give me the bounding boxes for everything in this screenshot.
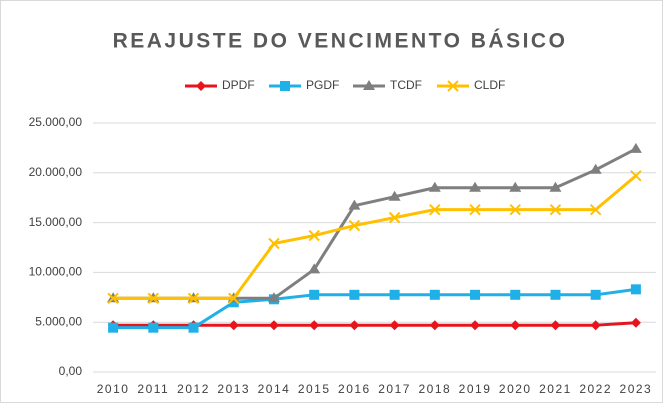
data-point — [147, 292, 160, 305]
legend-marker — [363, 80, 375, 90]
data-point — [388, 211, 401, 224]
y-tick-label: 25.000,00 — [29, 115, 83, 129]
data-point — [308, 263, 321, 274]
x-tick-label: 2011 — [137, 382, 169, 396]
data-point — [228, 320, 239, 331]
data-point — [228, 292, 240, 305]
data-point — [510, 320, 521, 331]
data-point — [389, 289, 400, 300]
data-point — [389, 320, 400, 331]
y-tick-label: 0,00 — [59, 364, 83, 378]
data-point — [348, 219, 361, 232]
data-point — [107, 292, 119, 305]
data-point — [188, 322, 199, 333]
series-line — [113, 287, 637, 330]
y-tick-label: 15.000,00 — [29, 215, 83, 229]
data-point — [108, 322, 119, 333]
x-tick-label: 2012 — [177, 382, 210, 396]
data-point — [349, 289, 360, 300]
data-point — [429, 320, 440, 331]
chart-title: REAJUSTE DO VENCIMENTO BÁSICO — [113, 30, 568, 53]
data-point — [267, 292, 280, 303]
data-point — [470, 320, 481, 331]
x-tick-label: 2020 — [499, 382, 532, 396]
y-tick-label: 5.000,00 — [35, 314, 82, 328]
data-point — [589, 163, 602, 174]
legend-marker — [447, 80, 459, 92]
data-point — [469, 203, 481, 216]
x-tick-label: 2022 — [579, 382, 612, 396]
data-point — [509, 181, 522, 192]
y-tick-label: 10.000,00 — [29, 265, 83, 279]
x-tick-label: 2019 — [459, 382, 492, 396]
legend-label: TCDF — [390, 78, 422, 92]
data-point — [509, 203, 521, 216]
data-point — [549, 203, 562, 216]
data-point — [309, 320, 320, 331]
legend-label: DPDF — [222, 78, 255, 92]
data-point — [428, 181, 441, 192]
x-tick-label: 2013 — [217, 382, 250, 396]
x-tick-label: 2017 — [378, 382, 411, 396]
data-point — [187, 292, 200, 305]
data-point — [429, 289, 440, 300]
data-point — [348, 199, 361, 210]
data-point — [590, 320, 601, 331]
data-point — [549, 181, 562, 192]
data-point — [148, 322, 159, 333]
legend-label: PGDF — [306, 78, 339, 92]
data-point — [309, 289, 320, 300]
data-point — [388, 190, 401, 201]
data-point — [629, 142, 642, 153]
data-point — [470, 289, 481, 300]
x-tick-label: 2010 — [97, 382, 130, 396]
data-point — [630, 317, 641, 328]
data-point — [550, 289, 561, 300]
data-point — [469, 181, 482, 192]
legend-marker — [280, 81, 290, 91]
data-point — [268, 320, 279, 331]
data-point — [268, 237, 280, 250]
data-point — [349, 320, 360, 331]
x-tick-label: 2021 — [539, 382, 572, 396]
data-point — [630, 284, 641, 295]
data-point — [308, 229, 320, 242]
x-tick-label: 2014 — [258, 382, 291, 396]
data-point — [510, 289, 521, 300]
legend-label: CLDF — [474, 78, 505, 92]
data-point — [429, 203, 441, 216]
x-tick-label: 2015 — [298, 382, 331, 396]
data-point — [630, 170, 642, 182]
data-point — [589, 203, 602, 216]
x-tick-label: 2018 — [418, 382, 451, 396]
series-line — [113, 174, 637, 300]
x-tick-label: 2016 — [338, 382, 371, 396]
y-tick-label: 20.000,00 — [29, 165, 83, 179]
x-tick-label: 2023 — [620, 382, 653, 396]
legend-marker — [196, 81, 206, 91]
data-point — [550, 320, 561, 331]
data-point — [590, 289, 601, 300]
